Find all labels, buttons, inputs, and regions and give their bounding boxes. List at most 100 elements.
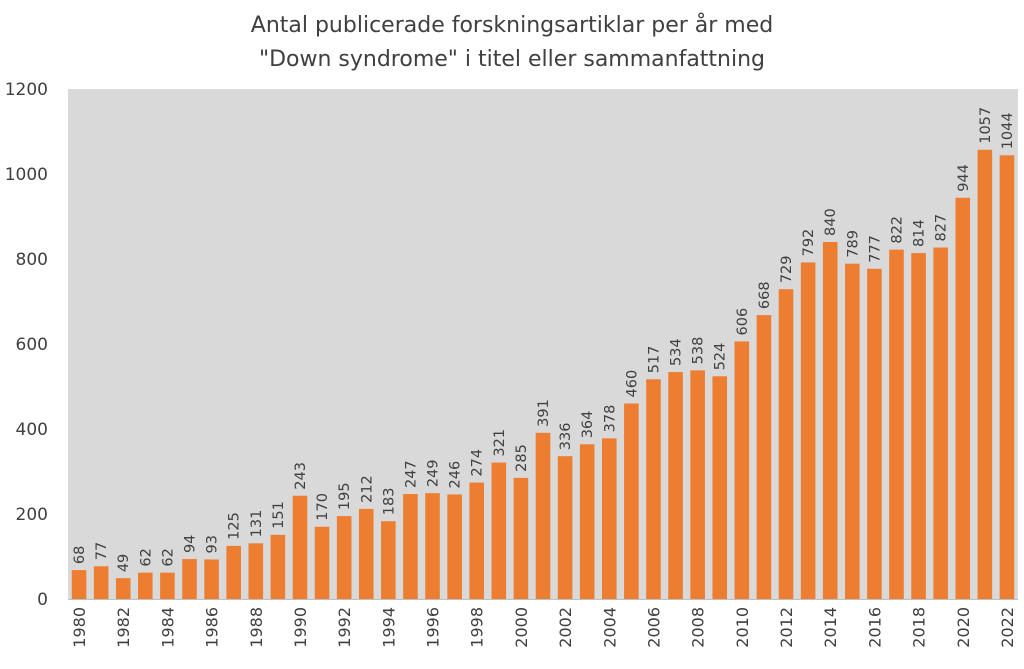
bar-2005 xyxy=(624,403,639,599)
bar-2012 xyxy=(778,289,794,599)
y-tick-label: 1200 xyxy=(5,80,48,100)
bar-2020 xyxy=(955,197,971,600)
bar-2014 xyxy=(822,242,838,599)
bar-1997 xyxy=(447,494,462,599)
bar-1998 xyxy=(469,482,485,599)
data-label-1987: 125 xyxy=(227,512,243,540)
bar-1989 xyxy=(270,534,286,599)
data-label-2012: 729 xyxy=(779,255,795,283)
bar-2002 xyxy=(557,456,573,599)
bar-1986 xyxy=(204,559,219,599)
bar-series xyxy=(71,149,1015,600)
x-tick-label: 2014 xyxy=(821,607,840,648)
data-label-1982: 49 xyxy=(116,554,132,572)
bar-1995 xyxy=(403,494,418,599)
data-label-2022: 1044 xyxy=(1000,112,1016,149)
data-label-2004: 378 xyxy=(602,405,618,433)
bar-2003 xyxy=(579,444,595,599)
data-label-2015: 789 xyxy=(845,230,861,258)
bar-2007 xyxy=(668,372,683,599)
bar-1999 xyxy=(491,462,507,599)
y-tick-label: 400 xyxy=(16,420,48,440)
data-label-2019: 827 xyxy=(934,214,950,242)
data-label-2018: 814 xyxy=(912,219,928,247)
data-label-2003: 364 xyxy=(580,411,596,439)
data-label-1993: 212 xyxy=(359,475,375,503)
x-tick-label: 1980 xyxy=(70,607,89,648)
data-label-1998: 274 xyxy=(470,449,486,477)
data-label-1989: 151 xyxy=(271,501,287,529)
y-tick-label: 800 xyxy=(16,250,48,270)
data-label-2005: 460 xyxy=(624,370,640,398)
data-label-1981: 77 xyxy=(94,542,110,560)
data-label-2002: 336 xyxy=(558,423,574,451)
bar-2009 xyxy=(712,376,728,599)
bar-2019 xyxy=(933,247,948,599)
bar-2021 xyxy=(977,149,993,599)
bar-2004 xyxy=(601,438,617,599)
x-tick-label: 1998 xyxy=(468,607,487,648)
data-label-2007: 534 xyxy=(669,338,685,366)
y-tick-label: 0 xyxy=(37,590,48,610)
bar-1984 xyxy=(160,572,175,599)
x-tick-label: 2012 xyxy=(777,607,796,648)
x-tick-label: 1990 xyxy=(291,607,310,648)
data-label-1990: 243 xyxy=(293,462,309,490)
bar-2001 xyxy=(535,432,551,599)
bar-2013 xyxy=(800,262,816,599)
data-label-1992: 195 xyxy=(337,482,353,510)
x-tick-label: 1988 xyxy=(247,607,266,648)
x-tick-label: 2002 xyxy=(556,607,575,648)
x-tick-label: 1994 xyxy=(379,607,398,648)
x-tick-label: 2006 xyxy=(644,607,663,648)
bar-1991 xyxy=(314,526,330,599)
bar-1981 xyxy=(93,566,109,599)
bar-1992 xyxy=(336,516,352,599)
bar-2006 xyxy=(646,379,661,599)
data-label-1994: 183 xyxy=(381,488,397,516)
x-tick-label: 2010 xyxy=(733,607,752,648)
bar-1990 xyxy=(292,495,308,599)
bar-2015 xyxy=(845,263,860,599)
data-labels: 68 77 49 62 62 94 93 125 131 151 243 170 195 212 183 24… xyxy=(72,107,1016,572)
x-tick-label: 2022 xyxy=(998,607,1017,648)
bar-2008 xyxy=(690,370,705,599)
bar-1987 xyxy=(226,545,241,599)
data-label-1997: 246 xyxy=(448,461,464,489)
y-tick-label: 600 xyxy=(16,335,48,355)
data-label-1984: 62 xyxy=(160,548,176,566)
x-tick-label: 1984 xyxy=(158,607,177,648)
bar-2017 xyxy=(889,249,904,599)
bar-2010 xyxy=(734,341,750,599)
x-tick-label: 2020 xyxy=(954,607,973,648)
bar-2011 xyxy=(756,315,772,599)
data-label-2006: 517 xyxy=(646,346,662,374)
data-label-1988: 131 xyxy=(249,510,265,538)
x-axis: 1980 1982 1984 1986 1988 1990 1992 1994 1996 1998… xyxy=(70,607,1017,648)
data-label-2010: 606 xyxy=(735,308,751,336)
x-tick-label: 2008 xyxy=(689,607,708,648)
data-label-2008: 538 xyxy=(691,337,707,365)
data-label-1991: 170 xyxy=(315,493,331,521)
bar-2016 xyxy=(867,268,882,599)
bar-1982 xyxy=(115,578,131,599)
data-label-1985: 94 xyxy=(183,535,199,553)
y-axis: 0 200 400 600 800 1000 1200 xyxy=(5,80,48,610)
bar-1980 xyxy=(71,570,87,599)
bar-1988 xyxy=(248,543,264,599)
bar-1993 xyxy=(358,508,374,599)
x-tick-label: 2000 xyxy=(512,607,531,648)
bar-2022 xyxy=(999,155,1015,600)
data-label-2009: 524 xyxy=(713,343,729,371)
data-label-2014: 840 xyxy=(823,208,839,236)
x-tick-label: 1986 xyxy=(203,607,222,648)
y-tick-label: 200 xyxy=(16,505,48,525)
data-label-1995: 247 xyxy=(403,460,419,488)
chart-title-line-2: "Down syndrome" i titel eller sammanfatt… xyxy=(259,47,765,72)
data-label-2016: 777 xyxy=(867,235,883,263)
bar-1983 xyxy=(138,572,153,599)
data-label-2011: 668 xyxy=(757,281,773,309)
chart-title-line-1: Antal publicerade forskningsartiklar per… xyxy=(251,12,773,38)
